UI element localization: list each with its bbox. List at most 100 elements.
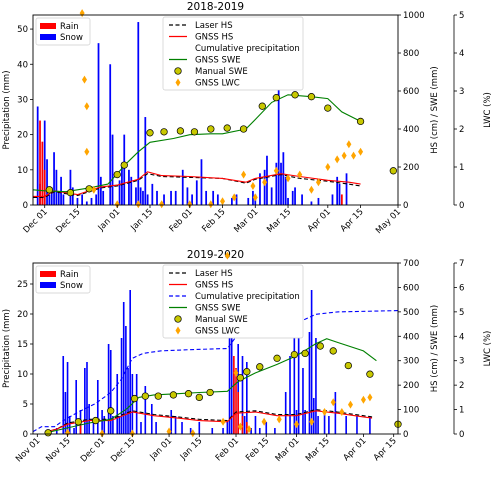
gnss-lwc-point: [262, 178, 268, 187]
snow-bar: [97, 43, 100, 205]
manual-swe-point: [85, 185, 93, 193]
snow-bar: [191, 194, 193, 205]
gnss-lwc-point: [308, 185, 314, 194]
manual-swe-point: [141, 392, 149, 400]
gnss-lwc-point: [114, 200, 120, 209]
y3-tick-label: 1: [459, 406, 464, 416]
snow-bar: [205, 190, 208, 205]
manual-swe-point: [307, 93, 316, 101]
snow-bar: [101, 410, 103, 434]
manual-swe-point: [329, 347, 337, 355]
snow-bar: [85, 201, 88, 205]
snow-bar: [301, 194, 303, 205]
snow-bar: [270, 187, 273, 205]
rain-bar: [340, 194, 343, 205]
legend-marker: [175, 326, 181, 335]
rain-bar: [241, 416, 244, 434]
gnss-lwc-point: [135, 200, 141, 209]
y3-tick-label: 3: [459, 87, 464, 97]
snow-bar: [336, 176, 339, 205]
manual-swe-point: [154, 392, 162, 400]
snow-bar: [62, 194, 65, 205]
gnss-lwc-point: [351, 151, 357, 160]
snow-bar: [181, 422, 183, 434]
snow-bar: [127, 368, 129, 434]
manual-swe-point: [256, 363, 264, 371]
snow-bar: [146, 194, 149, 205]
snow-bar: [263, 169, 266, 205]
legend-label: Laser HS: [195, 269, 233, 279]
laser-hs-line: [45, 409, 373, 433]
rain-bar: [79, 422, 82, 434]
x-tick-label: Mar 15: [265, 207, 293, 235]
snow-bar: [265, 422, 268, 434]
snow-bar: [96, 380, 99, 434]
y-tick-label: 20: [17, 310, 28, 320]
y3-tick-label: 6: [459, 283, 464, 293]
gnss-lwc-point: [84, 147, 90, 156]
snow-bar: [369, 416, 371, 434]
snow-bar: [211, 428, 214, 434]
rain-bar: [41, 141, 44, 205]
x-tick-label: Dec 01: [79, 436, 107, 464]
chart-title: 2018-2019: [187, 1, 244, 13]
snow-bar: [123, 134, 126, 205]
manual-swe-point: [169, 391, 178, 399]
y-tick-label: 30: [17, 95, 28, 105]
gnss-lwc-point: [91, 185, 97, 194]
gnss-lwc-point: [81, 75, 87, 84]
snow-bar: [86, 362, 88, 434]
legend-marker: [174, 67, 182, 75]
x-tick-label: Jan 01: [96, 207, 123, 234]
snow-bar: [170, 410, 173, 434]
snow-bar: [174, 190, 177, 205]
snow-bar: [46, 159, 48, 205]
snow-bar: [135, 187, 137, 205]
snow-bar: [118, 416, 121, 434]
snow-bar: [118, 180, 121, 205]
legend-label: GNSS SWE: [195, 56, 241, 66]
snow-bar: [62, 356, 65, 434]
legend-swatch: [40, 34, 56, 40]
y2-tick-label: 600: [403, 87, 419, 97]
legend-label: Snow: [60, 33, 83, 43]
gnss-lwc-point: [220, 417, 226, 426]
snow-bar: [250, 428, 252, 434]
snow-bar: [259, 173, 261, 205]
manual-swe-point: [91, 416, 100, 425]
snow-bar: [284, 392, 287, 434]
snow-bar: [107, 344, 110, 434]
manual-swe-point: [120, 161, 128, 169]
manual-swe-point: [290, 350, 298, 359]
y-tick-label: 10: [17, 370, 28, 380]
snow-bar: [200, 159, 203, 205]
y2-tick-label: 200: [403, 381, 419, 391]
x-tick-label: Apr 15: [372, 436, 399, 463]
manual-swe-point: [243, 368, 251, 376]
snow-bar: [81, 194, 84, 205]
snow-bar: [71, 187, 74, 205]
snow-bar: [231, 197, 233, 205]
y-tick-label: 15: [17, 340, 28, 350]
manual-swe-point: [291, 91, 299, 99]
y3-tick-label: 5: [459, 11, 464, 21]
gnss-swe-line: [45, 338, 377, 434]
gnss-lwc-point: [347, 400, 353, 409]
gnss-lwc-point: [367, 393, 373, 402]
snow-bar: [345, 416, 347, 434]
legend-label: Manual SWE: [195, 315, 248, 325]
plot-frame: [32, 14, 399, 206]
legend-label: Rain: [60, 22, 79, 32]
snow-bar: [317, 416, 319, 434]
snow-bar: [228, 272, 231, 434]
gnss-lwc-point: [246, 425, 252, 434]
gnss-lwc-point: [334, 155, 340, 164]
rain-bar: [39, 120, 41, 205]
x-tick-label: Apr 15: [339, 207, 366, 234]
snow-bar: [310, 290, 313, 434]
gnss-lwc-point: [346, 140, 352, 149]
y-axis-label: Precipitation (mm): [2, 309, 12, 388]
snow-bar: [43, 120, 46, 205]
